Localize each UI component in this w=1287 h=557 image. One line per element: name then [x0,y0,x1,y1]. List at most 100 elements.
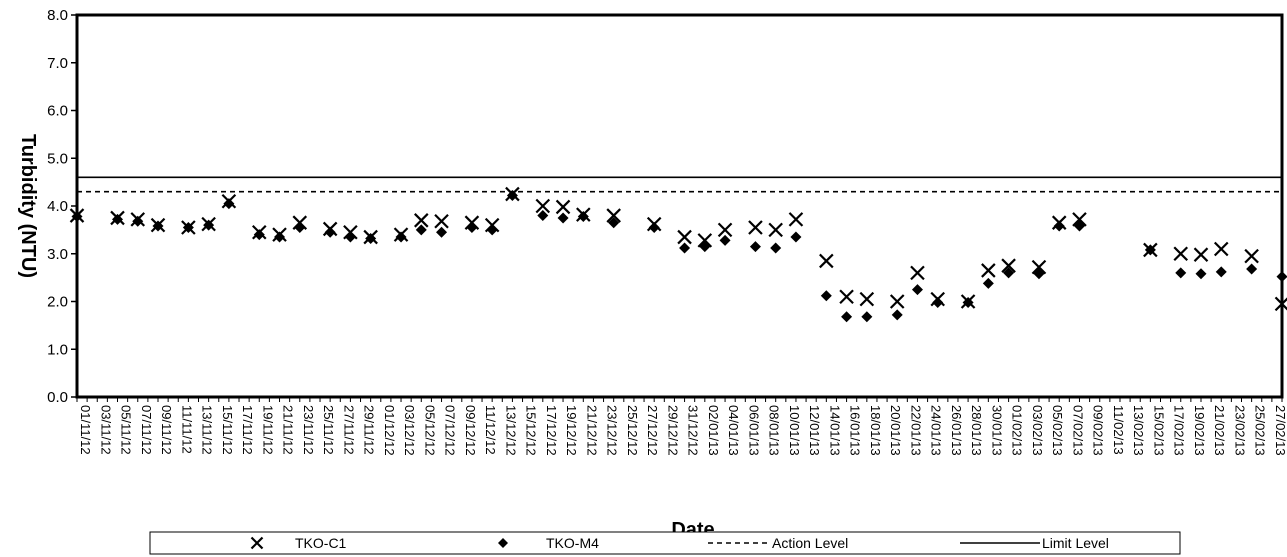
tko-c1-point [251,224,267,240]
y-tick-label: 3.0 [47,246,68,263]
marker-stroke [221,193,237,209]
x-tick-label: 25/11/12 [321,405,336,455]
tko-c1-point [768,222,783,238]
tko-c1-point [646,216,662,232]
tko-c1-point [181,220,196,235]
tko-m4-point [861,311,873,323]
x-axis-ticks: 01/11/12 03/11/12 05/11/12 07/11/12 09/11/12… [76,397,1287,456]
x-tick-label: 03/12/12 [402,405,417,456]
x-tick-label: 17/02/13 [1172,405,1187,456]
x-tick-label: 09/11/12 [159,405,174,455]
y-tick-label: 8.0 [47,7,68,24]
x-tick-label: 30/01/13 [989,405,1004,456]
x-tick-label: 21/12/12 [584,405,599,456]
x-tick-label: 27/02/13 [1273,405,1287,456]
x-tick-label: 28/01/13 [969,405,984,456]
tko-m4-point [911,284,923,296]
x-tick-label: 05/11/12 [119,405,134,455]
tko-c1-point [910,265,925,281]
marker-stroke [930,291,945,307]
tko-c1-point [1051,215,1067,230]
x-tick-label: 03/02/13 [1030,405,1045,456]
tko-c1-point [322,221,338,237]
x-tick-label: 19/11/12 [260,405,275,455]
tko-c1-point [414,213,429,228]
tko-c1-point [221,193,237,209]
marker-stroke [1143,242,1158,258]
tko-c1-point [1173,246,1189,262]
legend-marker-tko-c1 [250,536,264,550]
plot-area-frame [75,13,1284,399]
tko-c1-point [748,220,763,235]
tko-m4-point [608,217,620,229]
tko-c1-point [1193,247,1209,262]
tko-m4-point [648,221,660,233]
x-tick-label: 09/02/13 [1091,405,1106,456]
marker-stroke [251,224,267,240]
x-tick-label: 27/11/12 [341,405,356,455]
marker-stroke [464,215,480,230]
tko-c1-point [505,186,520,202]
marker-stroke [505,186,520,202]
marker-stroke [434,214,449,229]
tko-m4-point [790,231,802,243]
tko-m4-point [820,290,832,302]
x-tick-label: 01/11/12 [78,405,93,455]
x-tick-label: 02/01/13 [706,405,721,456]
x-tick-label: 11/12/12 [483,405,498,455]
tko-m4-point [577,211,589,223]
marker-stroke [576,207,591,222]
y-tick-label: 2.0 [47,294,68,311]
y-tick-label: 4.0 [47,198,68,215]
tko-c1-point [981,263,996,278]
tko-c1-point [576,207,591,222]
marker-stroke [1001,258,1016,273]
tko-c1-point [606,208,621,223]
marker-stroke [677,229,692,245]
x-tick-label: 23/02/13 [1232,405,1247,456]
tko-m4-point [749,241,761,253]
marker-stroke [1072,212,1087,227]
tko-c1-point [150,217,166,233]
marker-stroke [201,216,216,232]
x-tick-label: 15/11/12 [220,405,235,455]
marker-stroke [414,213,429,228]
x-tick-label: 06/01/13 [746,405,761,456]
x-tick-label: 03/11/12 [98,405,113,455]
x-tick-label: 19/12/12 [564,405,579,456]
x-tick-label: 12/01/13 [807,405,822,456]
tko-c1-point [535,198,551,214]
x-tick-label: 27/12/12 [645,405,660,456]
x-tick-label: 24/01/13 [929,405,944,456]
tko-m4-point [1246,263,1258,275]
marker-stroke [130,212,146,227]
tko-m4-point [223,198,235,210]
marker-stroke [910,265,925,281]
legend-box [149,531,1181,555]
x-tick-label: 04/01/13 [726,405,741,456]
legend-marker-tko-m4 [498,538,508,548]
marker-stroke [110,210,125,226]
x-tick-label: 25/12/12 [625,405,640,456]
tko-c1-point [1244,248,1259,264]
marker-stroke [250,536,264,550]
marker-stroke [535,198,551,214]
marker-stroke [768,222,783,238]
tko-c1-point [839,289,854,305]
tko-c1-point [788,212,804,227]
x-tick-label: 19/02/13 [1192,405,1207,456]
tko-m4-point [932,296,944,308]
x-tick-label: 20/01/13 [888,405,903,456]
x-tick-label: 14/01/13 [827,405,842,456]
tko-m4-point [324,226,336,238]
tko-c1-point [464,215,480,230]
tko-c1-point [393,227,409,242]
x-tick-label: 13/11/12 [200,405,215,455]
marker-stroke [889,294,905,309]
x-tick-label: 01/02/13 [1010,405,1025,456]
marker-stroke [484,217,500,233]
tko-c1-point [343,224,358,240]
x-tick-label: 22/01/13 [908,405,923,456]
x-tick-label: 25/02/13 [1253,405,1268,456]
